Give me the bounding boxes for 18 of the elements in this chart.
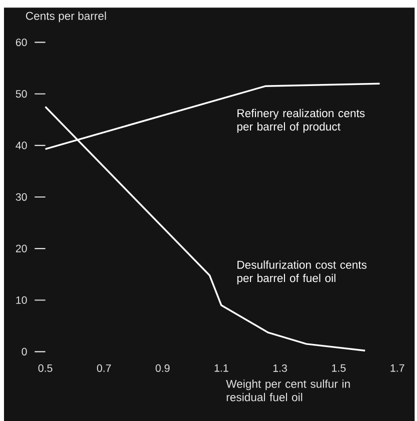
x-axis-title: Weight per cent sulfur in residual fuel oil [226,380,350,402]
x-tick-label: 0.7 [97,364,111,372]
y-tick-label: 20 [16,244,27,252]
y-tick-label: 0 [22,348,27,356]
x-tick-label: 0.9 [156,364,170,372]
y-axis-title: Cents per barrel [26,12,106,22]
y-tick-label: 10 [16,296,27,304]
x-tick-label: 1.5 [332,364,346,372]
y-tick-label: 30 [16,193,27,201]
x-tick-label: 0.5 [38,364,52,372]
y-tick-label: 50 [16,90,27,98]
x-tick-label: 1.1 [214,364,228,372]
x-tick-label: 1.3 [273,364,287,372]
series-label: Refinery realization cents per barrel of product [237,108,365,133]
y-tick-label: 40 [16,142,27,150]
y-tick-label: 60 [16,38,27,46]
x-tick-label: 1.7 [390,364,404,372]
series-label: Desulfurization cost cents per barrel of fuel oil [237,260,367,284]
